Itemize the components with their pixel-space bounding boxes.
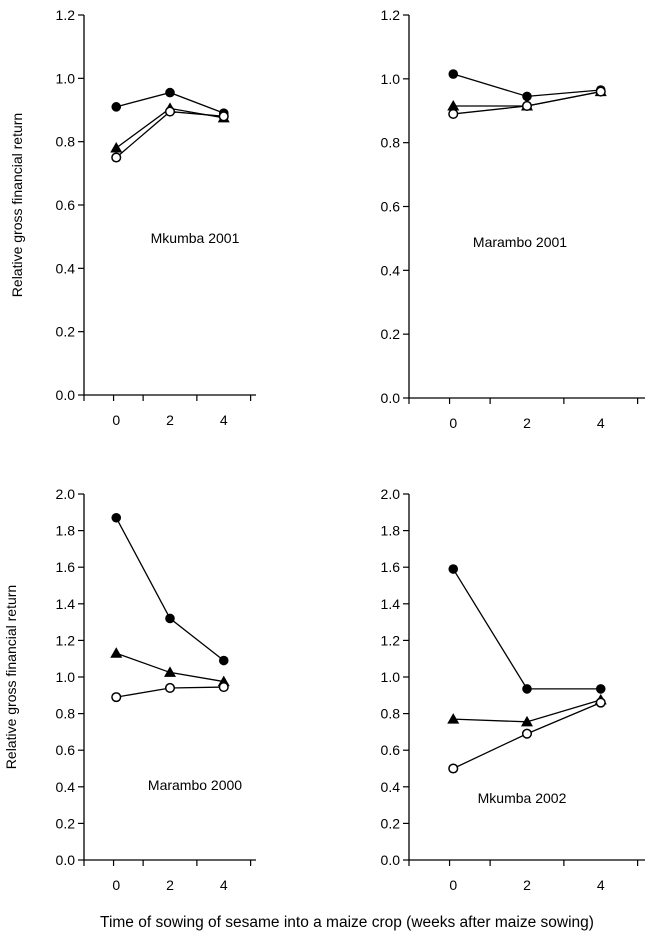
y-tick-label: 0.0 — [56, 852, 76, 868]
y-tick-label: 0.4 — [381, 262, 401, 278]
series-line-open-circle — [115, 110, 224, 158]
y-tick-label: 1.8 — [56, 523, 76, 539]
y-tick-label: 0.8 — [381, 706, 401, 722]
data-point-filled-circle — [522, 91, 532, 102]
data-point-filled-triangle — [110, 647, 123, 658]
y-tick-label: 1.2 — [381, 632, 401, 648]
y-tick-label: 1.0 — [381, 669, 401, 685]
data-point-filled-circle — [111, 102, 122, 112]
x-tick-label: 2 — [166, 412, 174, 428]
y-tick-label: 1.6 — [56, 559, 76, 575]
x-tick-label: 0 — [112, 877, 120, 893]
data-point-filled-triangle — [447, 713, 460, 724]
x-tick-label: 4 — [597, 877, 605, 893]
y-tick-label: 1.2 — [56, 7, 76, 23]
y-tick-label: 0.2 — [56, 815, 76, 831]
y-tick-label: 1.0 — [56, 70, 76, 86]
x-tick-label: 0 — [449, 415, 457, 431]
y-tick-label: 2.0 — [56, 486, 76, 502]
x-tick-label: 0 — [112, 412, 120, 428]
series-line-filled-circle — [452, 568, 601, 690]
y-tick-label: 0.6 — [381, 199, 401, 215]
panel-title: Mkumba 2002 — [478, 790, 567, 806]
data-point-filled-circle — [448, 564, 459, 574]
y-axis-label: Relative gross financial return — [9, 113, 25, 297]
y-tick-label: 0.4 — [56, 779, 76, 795]
y-tick-label: 0.2 — [381, 326, 401, 342]
y-tick-label: 0.0 — [381, 852, 401, 868]
panel-1: 0.0 0.2 0.4 0.6 0.8 1.0 1.2 0 2 4 Mkumba 2001 Relat… — [9, 7, 256, 428]
data-point-open-circle — [448, 108, 459, 119]
panel-title: Mkumba 2001 — [151, 230, 240, 246]
y-tick-label: 0.8 — [56, 134, 76, 150]
data-point-open-circle — [111, 152, 122, 163]
x-tick-label: 4 — [220, 877, 228, 893]
y-tick-label: 1.4 — [56, 596, 76, 612]
data-point-open-circle — [521, 100, 533, 112]
y-tick-label: 0.4 — [56, 260, 76, 276]
data-point-filled-circle — [165, 613, 175, 624]
series-line-filled-circle — [115, 517, 225, 662]
x-tick-label: 2 — [166, 877, 174, 893]
y-tick-label: 1.0 — [381, 71, 401, 87]
x-axis-label: Time of sowing of sesame into a maize cr… — [100, 914, 594, 931]
y-tick-label: 0.8 — [381, 135, 401, 151]
data-point-filled-circle — [448, 69, 459, 79]
y-tick-label: 0.0 — [56, 387, 76, 403]
panel-4: 0.0 0.2 0.4 0.6 0.8 1.0 1.2 1.4 1.6 1.8 2.0 0 2 4 Mkum… — [381, 486, 645, 893]
data-point-open-circle — [448, 763, 459, 774]
x-tick-label: 2 — [523, 877, 531, 893]
data-point-filled-circle — [218, 655, 229, 666]
y-tick-label: 0.4 — [381, 779, 401, 795]
panel-title: Marambo 2001 — [473, 234, 567, 250]
data-point-filled-triangle — [447, 99, 460, 111]
y-tick-label: 0.6 — [56, 742, 76, 758]
data-point-open-circle — [218, 111, 229, 122]
y-tick-label: 1.4 — [381, 596, 401, 612]
y-tick-label: 1.6 — [381, 559, 401, 575]
x-tick-label: 4 — [220, 412, 228, 428]
y-tick-label: 0.2 — [381, 815, 401, 831]
y-tick-label: 0.2 — [56, 324, 76, 340]
data-point-filled-triangle — [521, 715, 533, 727]
y-tick-label: 1.0 — [56, 669, 76, 685]
panel-3: 0.0 0.2 0.4 0.6 0.8 1.0 1.2 1.4 1.6 1.8 2.0 0 2 4 Mara… — [3, 486, 256, 893]
y-tick-label: 1.2 — [56, 632, 76, 648]
data-point-filled-triangle — [164, 666, 176, 677]
data-point-filled-circle — [111, 512, 122, 523]
x-tick-label: 0 — [449, 877, 457, 893]
x-tick-label: 2 — [523, 415, 531, 431]
data-point-open-circle — [111, 692, 122, 703]
x-tick-label: 4 — [597, 415, 605, 431]
y-tick-label: 0.8 — [56, 706, 76, 722]
y-axis-label: Relative gross financial return — [3, 585, 19, 769]
data-point-open-circle — [521, 728, 533, 739]
data-point-open-circle — [164, 106, 176, 117]
data-point-filled-circle — [165, 87, 175, 98]
data-point-filled-triangle — [110, 142, 123, 153]
panel-2: 0.0 0.2 0.4 0.6 0.8 1.0 1.2 0 2 4 Marambo 2001 — [381, 7, 645, 431]
y-tick-label: 0.6 — [381, 742, 401, 758]
data-point-filled-circle — [522, 684, 532, 694]
y-tick-label: 1.2 — [381, 7, 401, 23]
data-point-filled-circle — [595, 684, 606, 694]
y-tick-label: 0.0 — [381, 390, 401, 406]
y-tick-label: 1.8 — [381, 523, 401, 539]
panel-title: Marambo 2000 — [148, 777, 242, 793]
data-point-open-circle — [164, 682, 176, 694]
y-tick-label: 2.0 — [381, 486, 401, 502]
data-point-open-circle — [218, 682, 229, 693]
data-point-open-circle — [595, 86, 606, 97]
data-point-open-circle — [595, 697, 606, 708]
y-tick-label: 0.6 — [56, 197, 76, 213]
